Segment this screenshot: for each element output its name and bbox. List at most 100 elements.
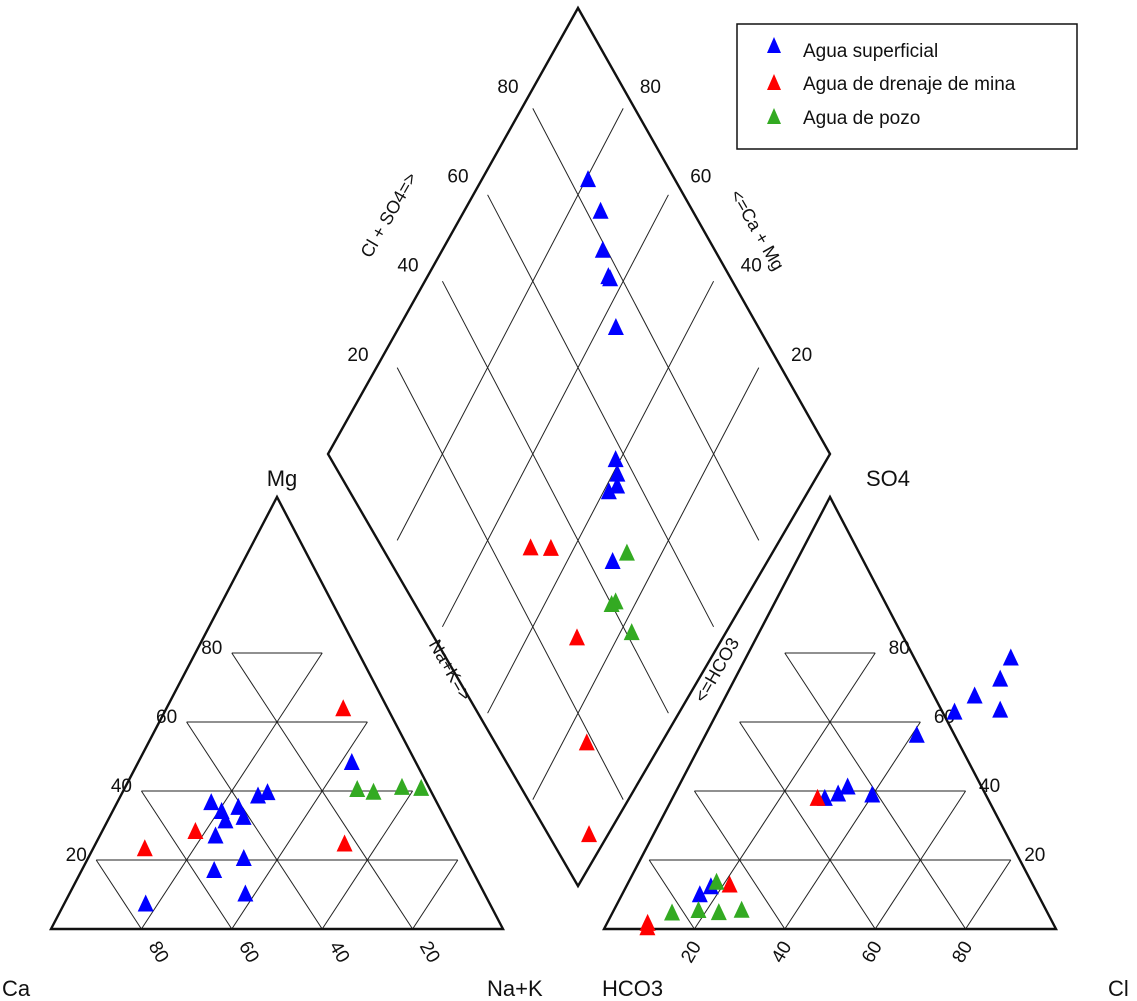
marker-diamond-agua-de-pozo [623,623,640,641]
marker-diamond-agua-superficial [580,170,597,188]
diamond-left-axis-title: Cl + SO4=> [357,169,422,261]
marker-diamond-agua-superficial [600,267,617,285]
marker-diamond-agua-de-drenaje-de-mina [542,538,559,556]
diamond-grid-m [441,280,669,714]
cation-mg-tick: 60 [156,707,177,728]
marker-anion-agua-superficial [691,885,708,903]
marker-cation-agua-de-drenaje-de-mina [335,699,352,717]
marker-anion-agua-de-pozo [690,901,707,919]
marker-anion-agua-superficial [864,785,881,803]
legend-item-superficial: Agua superficial [767,37,938,62]
marker-anion-agua-de-drenaje-de-mina [639,918,656,936]
anion-triangle-frame [602,494,1058,931]
cation-mg-tick: 40 [111,776,132,797]
anion-grid-a [965,859,1012,930]
marker-anion-agua-superficial [966,686,983,704]
marker-anion-agua-superficial [839,777,856,795]
marker-cation-agua-superficial [259,783,276,801]
cation-grid-c [140,790,233,930]
anion-grid-c [693,790,786,930]
marker-cation-agua-de-pozo [365,782,382,800]
marker-cation-agua-superficial [230,797,247,815]
marker-anion-agua-superficial [992,700,1009,718]
marker-cation-agua-superficial [213,802,230,820]
marker-diamond-agua-superficial [600,482,617,500]
cation-triangle-frame [49,494,505,931]
marker-diamond-agua-de-pozo [618,543,635,561]
legend-marker-drenaje [767,74,781,90]
marker-anion-agua-superficial [908,725,925,743]
marker-diamond-agua-superficial [592,201,609,219]
marker-cation-agua-superficial [203,793,220,811]
diamond-grid-m [532,108,760,541]
marker-diamond-agua-de-pozo [603,595,620,613]
legend-label-pozo: Agua de pozo [803,108,920,129]
diamond-right-tick: 80 [640,77,661,98]
anion-so4-tick: 60 [934,707,955,728]
diamond-grid-s [441,194,669,628]
anion-corner-label-cl: Cl [1108,976,1129,1001]
diamond-left-tick: 40 [397,256,418,277]
anion-bottom-tick: 80 [948,938,977,967]
anion-corner-label-hco3: HCO3 [602,976,663,1001]
cation-bottom-tick: 80 [144,938,173,967]
diamond-grid-m [396,367,624,800]
marker-anion-agua-superficial [946,702,963,720]
marker-cation-agua-superficial [206,861,223,879]
diamond-grid-s [487,280,715,714]
anion-grid-a [784,721,921,930]
cation-bottom-tick: 40 [325,938,354,967]
marker-diamond-agua-superficial [594,240,611,258]
marker-cation-agua-de-drenaje-de-mina [336,834,353,852]
cation-bottom-tick: 20 [415,938,444,967]
anion-apex-label-so4: SO4 [866,466,910,491]
marker-anion-agua-de-pozo [710,903,727,921]
marker-anion-agua-de-drenaje-de-mina [809,788,826,806]
cation-bottom-tick: 60 [234,938,263,967]
diamond-frame [326,5,832,889]
legend-box [736,23,1078,150]
marker-diamond-agua-de-drenaje-de-mina [522,538,539,556]
marker-diamond-agua-superficial [607,318,624,336]
anion-bottom-tick: 20 [677,938,706,967]
cation-axis-title: Na+K=> [425,636,476,704]
diamond-right-tick: 40 [741,256,762,277]
marker-diamond-agua-superficial [607,450,624,468]
marker-anion-agua-superficial [992,669,1009,687]
anion-grid-c [784,652,967,930]
anion-grid-c [739,721,876,930]
cation-grid-a [231,721,368,930]
marker-cation-agua-superficial [207,826,224,844]
cation-corner-label-nak: Na+K [487,976,543,1001]
anion-so4-tick: 80 [889,638,910,659]
cation-grid-c [231,652,414,930]
legend-label-superficial: Agua superficial [803,41,938,62]
anion-bottom-tick: 60 [858,938,887,967]
diagram-frames [49,5,1058,931]
grid-lines [95,108,1012,930]
marker-diamond-agua-superficial [604,552,621,570]
marker-diamond-agua-superficial [609,476,626,494]
diamond-left-tick: 60 [447,166,468,187]
cation-grid-c [95,859,142,930]
marker-cation-agua-de-pozo [349,779,366,797]
diamond-left-tick: 80 [497,77,518,98]
marker-anion-agua-de-pozo [733,900,750,918]
diamond-grid-s [532,367,760,800]
cation-mg-tick: 80 [201,638,222,659]
diamond-right-tick: 20 [791,345,812,366]
marker-diamond-agua-de-drenaje-de-mina [568,628,585,646]
cation-mg-tick: 20 [66,845,87,866]
marker-cation-agua-de-drenaje-de-mina [136,839,153,857]
cation-grid-a [412,859,459,930]
marker-diamond-agua-superficial [609,464,626,482]
anion-grid-c [648,859,695,930]
anion-axis-title: <=HCO3 [690,634,743,706]
diamond-right-tick: 60 [690,166,711,187]
legend-item-drenaje: Agua de drenaje de mina [767,74,1016,95]
marker-cation-agua-superficial [137,894,154,912]
legend-label-drenaje: Agua de drenaje de mina [803,74,1016,95]
marker-cation-agua-superficial [237,884,254,902]
anion-bottom-tick: 40 [768,938,797,967]
